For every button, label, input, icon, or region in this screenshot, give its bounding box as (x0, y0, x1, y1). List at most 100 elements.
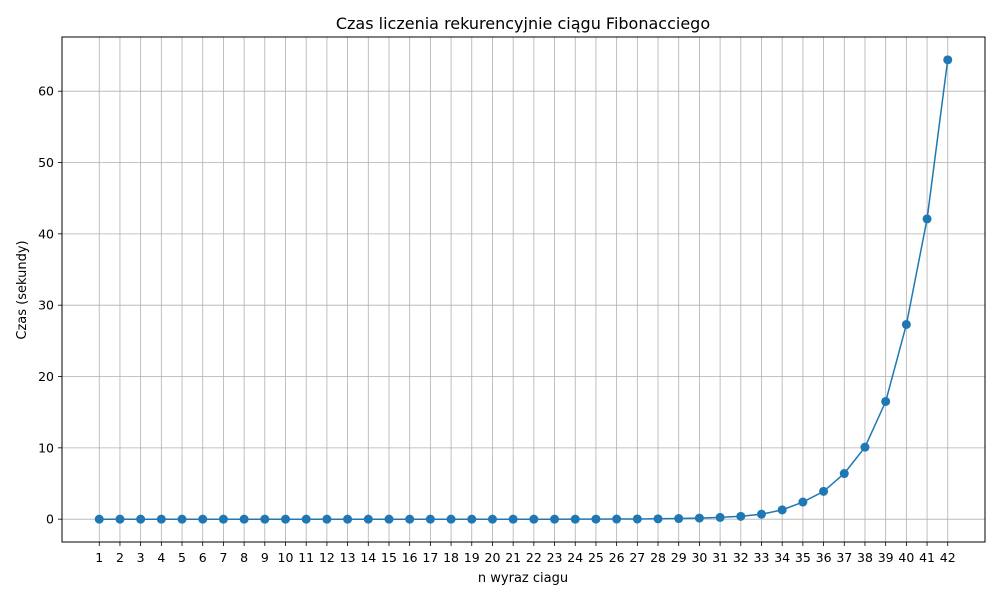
data-point (260, 514, 270, 524)
x-tick-label: 9 (261, 550, 269, 565)
data-point (363, 514, 373, 524)
x-tick-label: 32 (733, 550, 749, 565)
data-point (136, 514, 146, 524)
x-tick-label: 7 (219, 550, 227, 565)
data-point (839, 469, 849, 479)
x-tick-label: 39 (878, 550, 894, 565)
data-point (653, 514, 663, 524)
x-tick-label: 29 (671, 550, 687, 565)
x-tick-label: 6 (199, 550, 207, 565)
x-tick-label: 42 (940, 550, 956, 565)
y-axis-label: Czas (sekundy) (15, 240, 30, 339)
x-tick-label: 4 (157, 550, 165, 565)
data-point (177, 514, 187, 524)
x-tick-label: 33 (754, 550, 770, 565)
x-tick-label: 19 (464, 550, 480, 565)
x-tick-label: 24 (567, 550, 583, 565)
data-point (922, 214, 932, 224)
x-tick-label: 34 (774, 550, 790, 565)
data-point (632, 514, 642, 524)
x-tick-label: 26 (609, 550, 625, 565)
y-tick-label: 0 (46, 512, 54, 527)
x-tick-label: 3 (137, 550, 145, 565)
data-point (301, 514, 311, 524)
data-point (405, 514, 415, 524)
data-point (674, 514, 684, 524)
x-tick-label: 18 (443, 550, 459, 565)
x-tick-label: 1 (95, 550, 103, 565)
data-point (777, 505, 787, 515)
x-tick-label: 13 (340, 550, 356, 565)
data-point (446, 514, 456, 524)
data-point (425, 514, 435, 524)
data-point (570, 514, 580, 524)
x-tick-label: 14 (360, 550, 376, 565)
data-point (218, 514, 228, 524)
x-tick-label: 41 (919, 550, 935, 565)
data-point (756, 509, 766, 519)
data-point (715, 512, 725, 522)
data-point (550, 514, 560, 524)
data-point (694, 513, 704, 523)
x-tick-label: 10 (278, 550, 294, 565)
y-tick-label: 60 (38, 84, 54, 99)
x-tick-label: 27 (629, 550, 645, 565)
data-point (239, 514, 249, 524)
x-tick-label: 35 (795, 550, 811, 565)
data-point (487, 514, 497, 524)
data-points (94, 55, 953, 524)
data-point (343, 514, 353, 524)
data-point (156, 514, 166, 524)
x-tick-label: 5 (178, 550, 186, 565)
data-point (591, 514, 601, 524)
data-point (94, 514, 104, 524)
x-tick-label: 20 (485, 550, 501, 565)
data-point (467, 514, 477, 524)
x-axis-label: n wyraz ciagu (478, 571, 568, 586)
x-tick-label: 17 (422, 550, 438, 565)
x-tick-label: 16 (402, 550, 418, 565)
data-point (819, 486, 829, 496)
data-point (322, 514, 332, 524)
y-tick-label: 30 (38, 298, 54, 313)
data-point (943, 55, 953, 65)
x-axis-ticks: 1 2 3 4 5 6 7 8 9 10 11 12 13 14 15 16 17 18 19 20 21 22 23 24 2… (95, 542, 956, 565)
x-tick-label: 25 (588, 550, 604, 565)
data-point (612, 514, 622, 524)
data-point (860, 442, 870, 452)
data-point (736, 511, 746, 521)
data-point (508, 514, 518, 524)
data-point (384, 514, 394, 524)
x-tick-label: 30 (691, 550, 707, 565)
series-line (99, 59, 949, 520)
y-tick-label: 10 (38, 440, 54, 455)
x-tick-label: 38 (857, 550, 873, 565)
y-tick-label: 50 (38, 155, 54, 170)
x-tick-label: 11 (298, 550, 314, 565)
x-tick-label: 36 (816, 550, 832, 565)
x-tick-label: 37 (836, 550, 852, 565)
axes-frame (61, 36, 986, 543)
data-point (901, 319, 911, 329)
data-point (198, 514, 208, 524)
x-tick-label: 8 (240, 550, 248, 565)
data-point (798, 497, 808, 507)
data-point (529, 514, 539, 524)
data-point (881, 396, 891, 406)
y-axis-ticks: 0 10 20 30 40 50 60 (38, 84, 62, 527)
data-point (281, 514, 291, 524)
x-tick-label: 21 (505, 550, 521, 565)
x-tick-label: 31 (712, 550, 728, 565)
data-point (115, 514, 125, 524)
y-tick-label: 40 (38, 226, 54, 241)
x-tick-label: 23 (547, 550, 563, 565)
chart-title: Czas liczenia rekurencyjnie ciągu Fibona… (336, 14, 710, 33)
y-tick-label: 20 (38, 369, 54, 384)
x-tick-label: 28 (650, 550, 666, 565)
x-tick-label: 15 (381, 550, 397, 565)
x-tick-label: 40 (898, 550, 914, 565)
x-tick-label: 22 (526, 550, 542, 565)
x-tick-label: 2 (116, 550, 124, 565)
x-tick-label: 12 (319, 550, 335, 565)
